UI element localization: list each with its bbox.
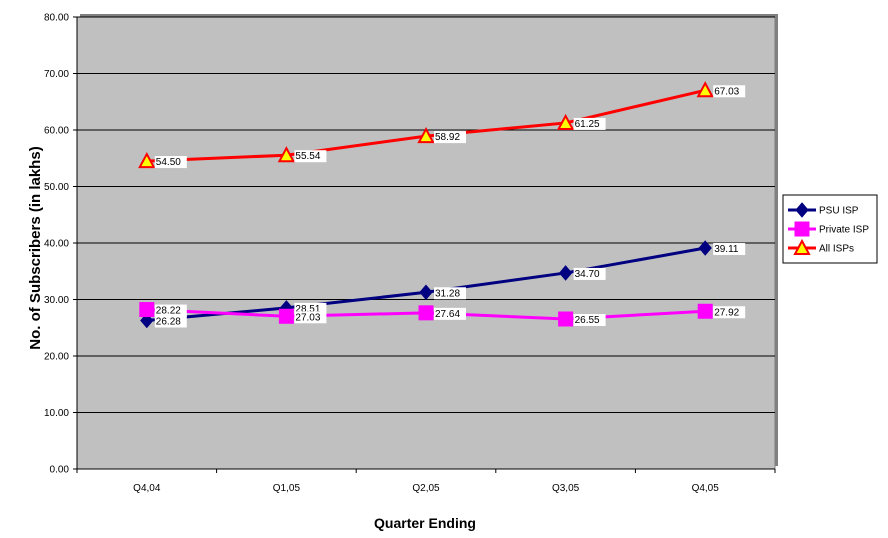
legend: PSU ISP Private ISP All ISPs: [782, 194, 878, 264]
series-private-isp: 28.22 27.03 27.64 26.55 27.92: [139, 302, 746, 327]
data-label: 67.03: [714, 86, 739, 97]
data-label: 27.92: [714, 307, 739, 318]
square-marker: [697, 303, 713, 319]
y-tick-label: 70.00: [44, 69, 69, 80]
data-label: 26.55: [575, 315, 600, 326]
legend-entry: Private ISP: [788, 221, 869, 237]
data-label: 26.28: [156, 317, 181, 328]
data-label-bg: [573, 267, 606, 280]
square-marker: [794, 221, 810, 237]
data-label: 39.11: [714, 244, 739, 255]
data-label-bg: [434, 307, 466, 320]
triangle-marker: [417, 126, 435, 144]
x-axis-title: Quarter Ending: [374, 515, 476, 531]
series-group: 26.28 28.51 31.28 34.70 39.11 28.22 27.03 27.64…: [138, 81, 746, 329]
series-psu-isp: 26.28 28.51 31.28 34.70 39.11: [140, 240, 746, 329]
square-marker: [139, 302, 155, 318]
x-tick-label: Q4,05: [692, 483, 720, 494]
data-label-bg: [154, 304, 187, 317]
legend-label: All ISPs: [819, 244, 854, 255]
data-label-bg: [713, 243, 746, 256]
x-axis-ticks: Q4,04 Q1,05 Q2,05 Q3,05 Q4,05: [76, 469, 776, 494]
x-tick-label: Q2,05: [412, 483, 440, 494]
legend-label: PSU ISP: [819, 206, 859, 217]
data-label: 54.50: [156, 157, 181, 168]
y-tick-label: 0.00: [50, 465, 70, 476]
legend-entry: All ISPs: [788, 238, 854, 255]
triangle-marker: [793, 238, 811, 255]
square-marker: [418, 305, 434, 321]
data-label: 31.28: [435, 288, 460, 299]
data-label: 55.54: [295, 151, 320, 162]
data-label-bg: [713, 85, 746, 98]
series-all-isps: 54.50 55.54 58.92 61.25 67.03: [138, 81, 746, 169]
data-label: 58.92: [435, 132, 460, 143]
triangle-marker: [696, 81, 714, 98]
triangle-marker: [138, 151, 156, 169]
x-tick-label: Q4,04: [133, 483, 161, 494]
triangle-marker: [277, 146, 296, 163]
data-label-bg: [713, 306, 746, 319]
y-tick-label: 80.00: [44, 13, 69, 24]
y-tick-label: 30.00: [44, 295, 69, 306]
data-label: 27.03: [295, 312, 320, 323]
y-axis-ticks: 0.00 10.00 20.00 30.00 40.00 50.00 60.00 70.00 8…: [44, 13, 77, 476]
data-label-bg: [573, 117, 606, 130]
y-tick-label: 50.00: [44, 182, 69, 193]
square-marker: [278, 308, 294, 324]
data-label: 61.25: [575, 119, 600, 130]
y-tick-label: 10.00: [44, 408, 69, 419]
data-label-bg: [154, 315, 187, 328]
plot-area: [76, 14, 778, 470]
data-label: 27.64: [435, 309, 460, 320]
x-tick-label: Q3,05: [552, 483, 580, 494]
data-label-bg: [154, 156, 187, 169]
y-axis-title: No. of Subscribers (in lakhs): [27, 146, 44, 349]
y-tick-label: 40.00: [44, 239, 69, 250]
y-tick-label: 20.00: [44, 352, 69, 363]
diamond-marker: [795, 202, 809, 218]
data-label: 28.22: [156, 306, 181, 317]
x-tick-label: Q1,05: [273, 483, 301, 494]
data-label-bg: [294, 150, 327, 163]
data-label-bg: [573, 313, 606, 326]
diamond-marker: [419, 284, 433, 301]
y-tick-label: 60.00: [44, 126, 69, 137]
diamond-marker: [698, 240, 712, 256]
data-label-bg: [294, 311, 327, 324]
data-label: 34.70: [575, 269, 600, 280]
data-label: 28.51: [295, 304, 320, 315]
data-label-bg: [434, 287, 466, 300]
triangle-marker: [556, 113, 575, 130]
square-marker: [558, 311, 574, 327]
legend-label: Private ISP: [819, 225, 869, 236]
data-label-bg: [434, 131, 466, 144]
diamond-marker: [558, 265, 573, 281]
legend-entry: PSU ISP: [788, 202, 859, 218]
